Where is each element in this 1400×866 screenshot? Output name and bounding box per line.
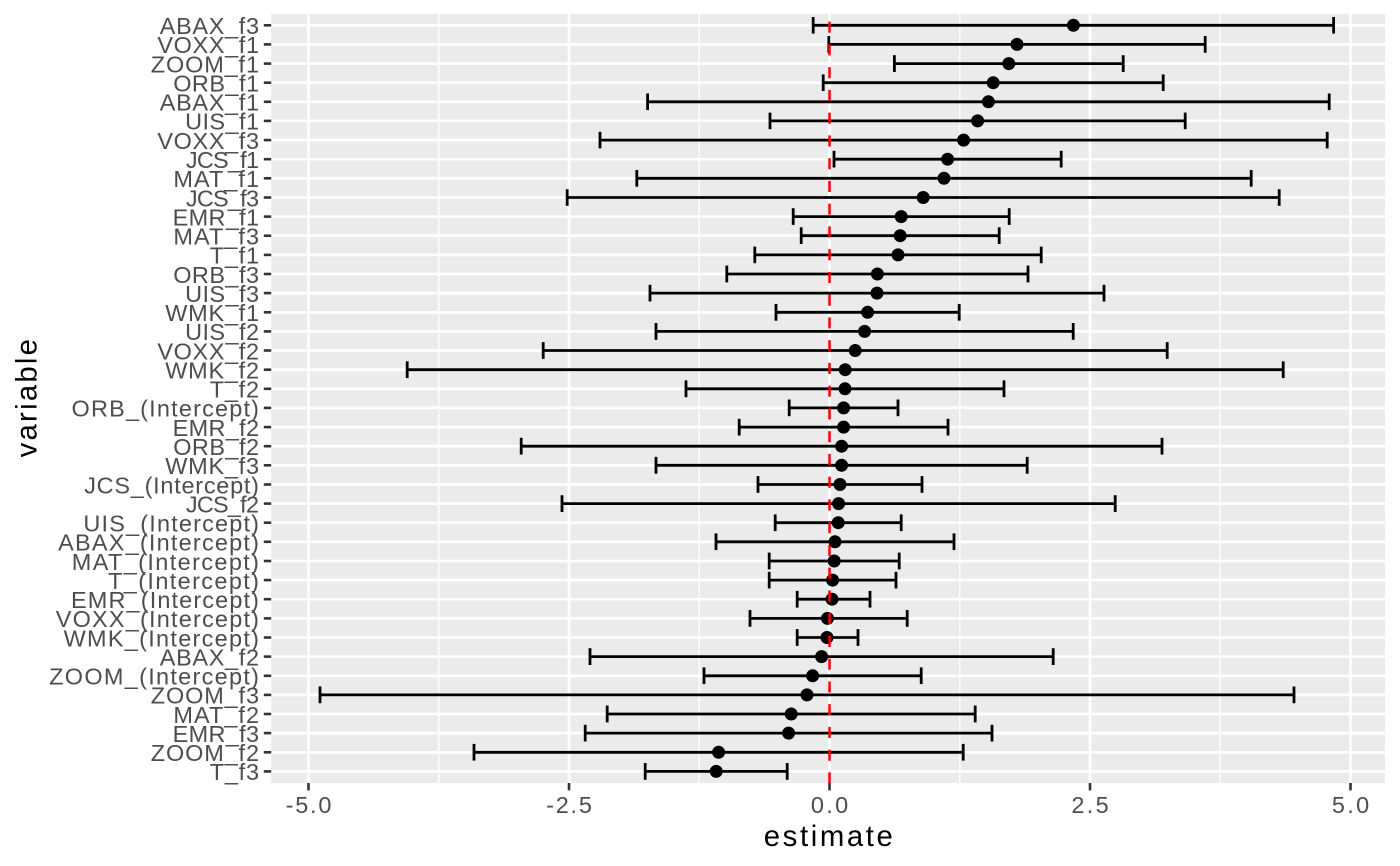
svg-text:ZOOM_(Intercept): ZOOM_(Intercept) [49,664,259,690]
svg-text:T_f1: T_f1 [210,243,259,269]
svg-text:ABAX_(Intercept): ABAX_(Intercept) [58,530,259,556]
svg-text:VOXX_f1: VOXX_f1 [157,32,259,58]
svg-text:JCS_f2: JCS_f2 [186,491,259,517]
svg-text:ORB_f3: ORB_f3 [173,262,259,288]
svg-text:ABAX_f3: ABAX_f3 [160,13,259,39]
svg-text:ZOOM_f1: ZOOM_f1 [151,51,259,77]
svg-text:MAT_f1: MAT_f1 [173,166,259,192]
svg-text:5.0: 5.0 [1332,792,1369,818]
svg-text:EMR_(Intercept): EMR_(Intercept) [71,587,259,613]
svg-text:JCS_f3: JCS_f3 [186,185,259,211]
svg-text:VOXX_(Intercept): VOXX_(Intercept) [56,606,259,632]
svg-text:2.5: 2.5 [1071,792,1108,818]
svg-text:UIS_f2: UIS_f2 [185,319,259,345]
svg-text:ABAX_f1: ABAX_f1 [160,90,259,116]
svg-text:JCS_(Intercept): JCS_(Intercept) [84,472,259,498]
svg-text:EMR_f2: EMR_f2 [173,415,259,441]
svg-text:WMK_f2: WMK_f2 [165,358,259,384]
svg-text:UIS_(Intercept): UIS_(Intercept) [83,511,259,537]
svg-text:ORB_f2: ORB_f2 [173,434,259,460]
svg-text:variable: variable [11,339,44,457]
svg-text:EMR_f3: EMR_f3 [173,721,259,747]
svg-text:T_(Intercept): T_(Intercept) [108,568,259,594]
svg-text:WMK_(Intercept): WMK_(Intercept) [64,625,259,651]
svg-text:ORB_(Intercept): ORB_(Intercept) [72,396,259,422]
svg-text:ZOOM_f3: ZOOM_f3 [151,683,259,709]
svg-text:MAT_f3: MAT_f3 [173,224,259,250]
svg-text:estimate: estimate [764,820,893,853]
svg-text:MAT_f2: MAT_f2 [173,702,259,728]
svg-text:WMK_f1: WMK_f1 [165,300,259,326]
svg-text:JCS_f1: JCS_f1 [186,147,259,173]
svg-text:ABAX_f2: ABAX_f2 [160,644,259,670]
svg-text:T_f2: T_f2 [210,377,259,403]
svg-text:UIS_f1: UIS_f1 [185,109,259,135]
svg-text:ORB_f1: ORB_f1 [173,71,259,97]
svg-text:0.0: 0.0 [811,792,848,818]
svg-text:ZOOM_f2: ZOOM_f2 [151,740,259,766]
svg-text:VOXX_f2: VOXX_f2 [157,338,259,364]
svg-text:WMK_f3: WMK_f3 [165,453,259,479]
svg-text:VOXX_f3: VOXX_f3 [157,128,259,154]
svg-text:EMR_f1: EMR_f1 [173,204,259,230]
svg-text:T_f3: T_f3 [210,759,259,785]
svg-text:UIS_f3: UIS_f3 [185,281,259,307]
